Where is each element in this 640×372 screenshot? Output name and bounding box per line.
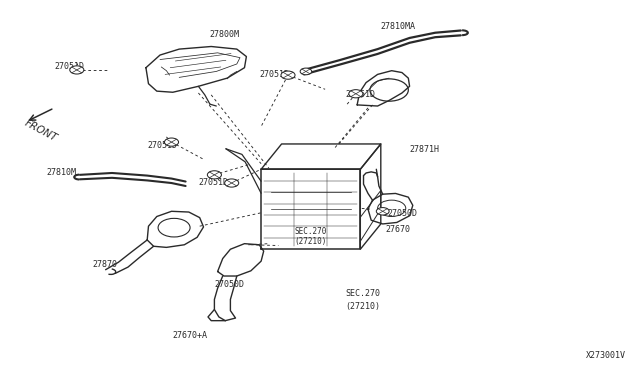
Text: (27210): (27210)	[346, 302, 381, 311]
Text: 27870: 27870	[93, 260, 118, 269]
Circle shape	[300, 68, 312, 75]
Text: (27210): (27210)	[294, 237, 327, 246]
Circle shape	[281, 71, 295, 79]
Circle shape	[164, 138, 179, 146]
Text: SEC.270: SEC.270	[346, 289, 381, 298]
Text: X273001V: X273001V	[586, 351, 626, 360]
Text: SEC.270: SEC.270	[294, 227, 327, 236]
Text: 27670+A: 27670+A	[173, 331, 208, 340]
Circle shape	[349, 90, 363, 98]
Text: 27800M: 27800M	[210, 30, 240, 39]
Text: 27810M: 27810M	[47, 169, 77, 177]
Text: FRONT: FRONT	[22, 118, 58, 144]
Circle shape	[70, 66, 84, 74]
Text: 27871H: 27871H	[410, 145, 440, 154]
Circle shape	[207, 171, 221, 179]
Text: 27670: 27670	[385, 225, 410, 234]
Text: 27810MA: 27810MA	[381, 22, 416, 31]
Text: 27051D: 27051D	[346, 90, 376, 99]
Text: 27051D: 27051D	[259, 70, 289, 79]
Text: 27050D: 27050D	[387, 209, 417, 218]
Text: 27051D: 27051D	[198, 178, 228, 187]
Text: 27051D: 27051D	[147, 141, 177, 150]
Text: 27051D: 27051D	[54, 62, 84, 71]
Circle shape	[225, 179, 239, 187]
Circle shape	[376, 208, 389, 215]
Text: 27050D: 27050D	[214, 280, 244, 289]
